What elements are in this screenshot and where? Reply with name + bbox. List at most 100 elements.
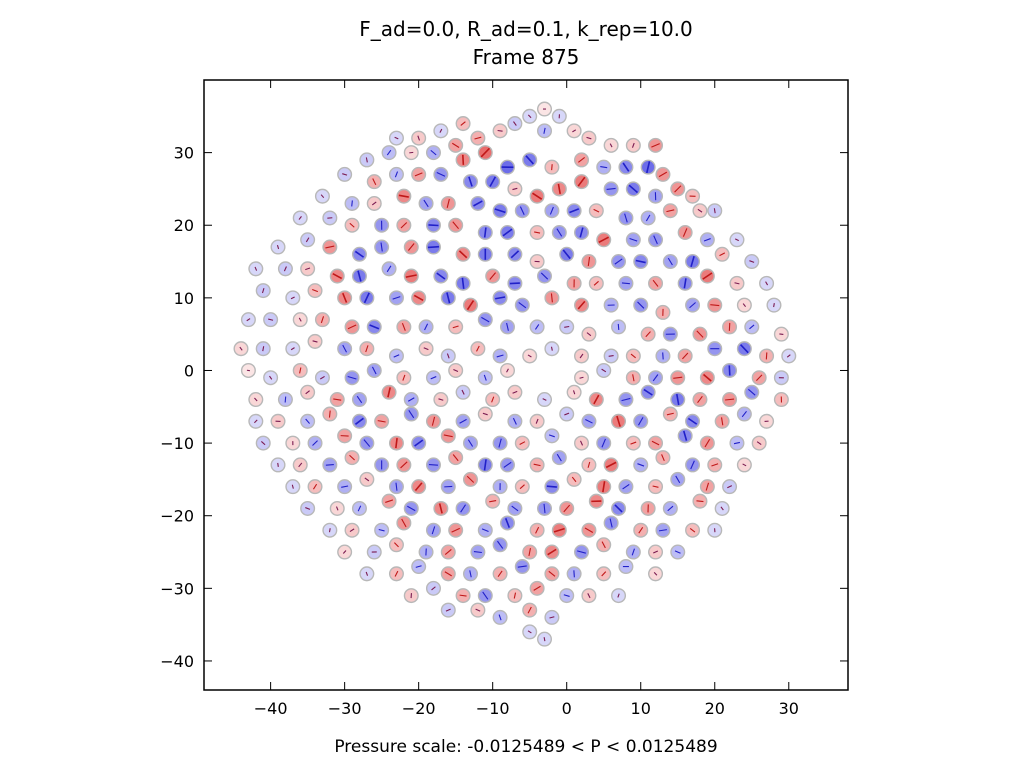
cell: [433, 166, 449, 182]
cell-center-marker: [400, 222, 408, 229]
cell-center-marker: [632, 374, 635, 382]
cell: [633, 413, 649, 429]
cell-center-marker: [283, 266, 287, 272]
cell: [277, 261, 293, 277]
cell: [544, 544, 560, 560]
cell-center-marker: [386, 149, 392, 156]
cell: [514, 479, 530, 495]
cell: [714, 246, 730, 262]
cell-center-marker: [504, 518, 511, 528]
cell-center-marker: [298, 216, 302, 220]
cell: [707, 203, 723, 219]
cell: [596, 362, 612, 378]
cell: [492, 566, 508, 582]
cell-center-marker: [527, 606, 532, 614]
cell: [529, 522, 545, 538]
cell-center-marker: [357, 270, 362, 282]
cell: [359, 566, 375, 582]
cell: [522, 152, 538, 168]
cell: [574, 435, 590, 451]
cell: [588, 493, 604, 509]
cell-center-marker: [312, 340, 318, 343]
cell-center-marker: [341, 485, 349, 488]
cell: [699, 232, 715, 248]
cell-center-marker: [512, 187, 518, 191]
cell-center-marker: [652, 374, 659, 382]
cell-center-marker: [466, 475, 475, 483]
cell-center-marker: [577, 550, 587, 554]
cell-center-marker: [506, 368, 509, 373]
cell-center-marker: [749, 324, 755, 330]
cell: [374, 413, 390, 429]
cell-center-marker: [653, 550, 659, 554]
cell-center-marker: [667, 505, 674, 512]
cell-center-marker: [579, 440, 584, 446]
cell-center-marker: [637, 301, 645, 309]
cell-center-marker: [755, 374, 763, 381]
cell-center-marker: [720, 417, 724, 426]
cell: [744, 254, 760, 270]
cell-center-marker: [621, 282, 630, 285]
cell-center-marker: [765, 281, 769, 286]
cell-center-marker: [342, 292, 348, 303]
cell: [618, 392, 634, 408]
cell: [425, 217, 441, 233]
cell: [544, 203, 560, 219]
cell-center-marker: [667, 257, 673, 266]
cell-center-marker: [452, 454, 459, 462]
cell-center-marker: [697, 208, 703, 213]
cell: [655, 522, 671, 538]
cell-center-marker: [617, 323, 620, 330]
cell: [581, 130, 597, 146]
cell-center-marker: [630, 353, 637, 359]
cell-center-marker: [535, 418, 539, 424]
cell: [433, 123, 449, 139]
cell: [566, 123, 582, 139]
cell-center-marker: [444, 571, 452, 577]
cell-center-marker: [586, 136, 592, 140]
cell: [618, 479, 634, 495]
cell-center-marker: [423, 347, 429, 351]
cell-center-marker: [428, 464, 438, 466]
cell: [418, 544, 434, 560]
cell: [462, 471, 478, 487]
cell: [374, 239, 390, 255]
cell-center-marker: [711, 463, 719, 467]
cells-layer: [233, 101, 797, 647]
cell: [418, 341, 434, 357]
cell: [248, 261, 264, 277]
cell-center-marker: [518, 301, 527, 309]
cell: [759, 413, 775, 429]
cell: [388, 479, 404, 495]
cell: [499, 457, 516, 473]
cell: [448, 362, 464, 378]
cell-center-marker: [550, 293, 553, 303]
cell-center-marker: [460, 504, 466, 513]
cell: [714, 500, 730, 516]
cell-center-marker: [347, 324, 357, 330]
cell-center-marker: [674, 550, 681, 554]
cell-center-marker: [446, 353, 450, 359]
cell-center-marker: [320, 194, 325, 199]
cell: [248, 413, 264, 429]
cell: [388, 348, 404, 364]
cell: [403, 392, 419, 408]
cell-center-marker: [491, 396, 495, 403]
cell: [337, 428, 353, 444]
cell-center-marker: [351, 200, 353, 207]
cell: [351, 413, 367, 429]
cell-center-marker: [427, 245, 440, 249]
y-tick-label: 20: [174, 216, 194, 235]
cell: [433, 500, 449, 516]
cell-center-marker: [451, 527, 460, 533]
cell-center-marker: [320, 316, 325, 324]
cell-center-marker: [587, 257, 591, 267]
cell: [625, 137, 641, 153]
cell: [411, 166, 427, 182]
cell: [633, 522, 649, 538]
cell: [455, 384, 471, 400]
cell-center-marker: [584, 527, 594, 533]
y-tick-label: 0: [184, 361, 194, 380]
cell-center-marker: [468, 176, 473, 187]
cell-center-marker: [489, 176, 497, 187]
